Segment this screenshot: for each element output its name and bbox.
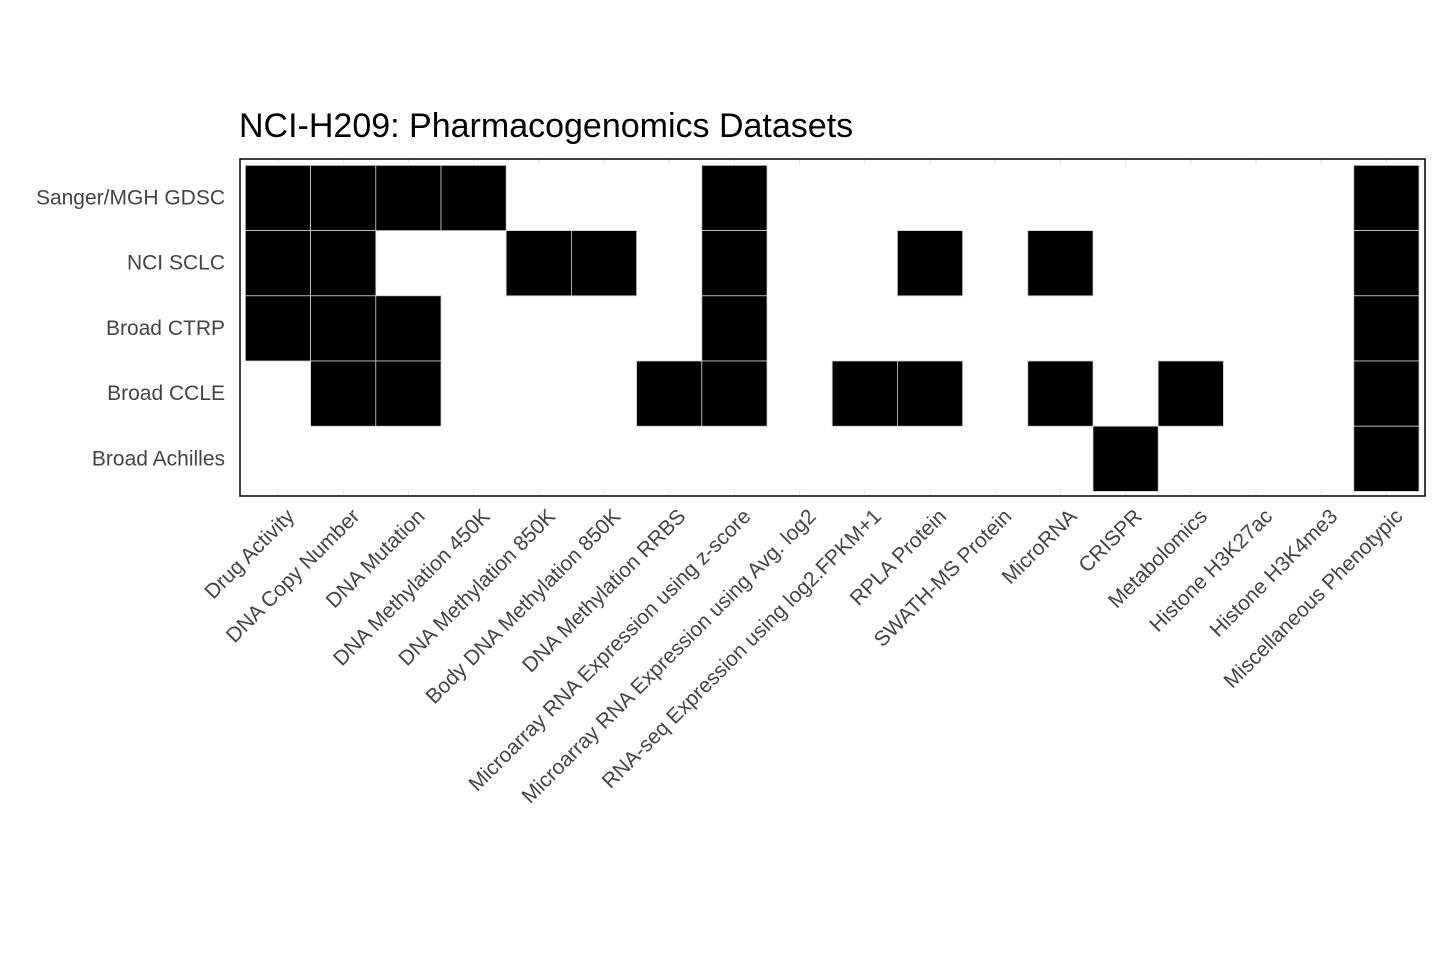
heatmap-cell bbox=[375, 295, 442, 362]
heatmap-cell bbox=[897, 230, 964, 297]
heatmap-cell bbox=[701, 295, 768, 362]
heatmap-cell bbox=[831, 360, 898, 427]
heatmap-cell bbox=[375, 360, 442, 427]
heatmap-cell bbox=[310, 164, 377, 231]
heatmap-cell bbox=[1027, 230, 1094, 297]
heatmap-cells bbox=[244, 164, 1420, 492]
heatmap-cell bbox=[701, 360, 768, 427]
row-label: NCI SCLC bbox=[127, 252, 225, 275]
heatmap-cell bbox=[571, 230, 638, 297]
heatmap-cell bbox=[1353, 164, 1420, 231]
heatmap-cell bbox=[897, 360, 964, 427]
heatmap-cell bbox=[375, 164, 442, 231]
heatmap-cell bbox=[310, 360, 377, 427]
row-label: Broad CTRP bbox=[106, 317, 225, 340]
heatmap-cell bbox=[1353, 425, 1420, 492]
column-label: Histone H3K27ac bbox=[1145, 505, 1277, 637]
heatmap-cell bbox=[440, 164, 507, 231]
heatmap-cell bbox=[636, 360, 703, 427]
heatmap-cell bbox=[701, 230, 768, 297]
chart-title: NCI-H209: Pharmacogenomics Datasets bbox=[239, 107, 853, 145]
heatmap-cell bbox=[244, 295, 311, 362]
heatmap-cell bbox=[1353, 360, 1420, 427]
heatmap-cell bbox=[1027, 360, 1094, 427]
heatmap-cell bbox=[1353, 295, 1420, 362]
panel-border bbox=[239, 158, 1426, 497]
heatmap-cell bbox=[1092, 425, 1159, 492]
heatmap-cell bbox=[1157, 360, 1224, 427]
heatmap-cell bbox=[244, 164, 311, 231]
column-tick-marks bbox=[277, 159, 1387, 496]
row-labels: Sanger/MGH GDSC NCI SCLC Broad CTRP Broad C… bbox=[36, 187, 225, 471]
row-label: Broad Achilles bbox=[92, 447, 225, 470]
heatmap-cell bbox=[244, 230, 311, 297]
row-label: Sanger/MGH GDSC bbox=[36, 187, 225, 210]
heatmap-cell bbox=[1353, 230, 1420, 297]
heatmap-cell bbox=[701, 164, 768, 231]
heatmap-cell bbox=[310, 295, 377, 362]
heatmap-cell bbox=[310, 230, 377, 297]
row-label: Broad CCLE bbox=[107, 382, 225, 405]
heatmap-cell bbox=[505, 230, 572, 297]
